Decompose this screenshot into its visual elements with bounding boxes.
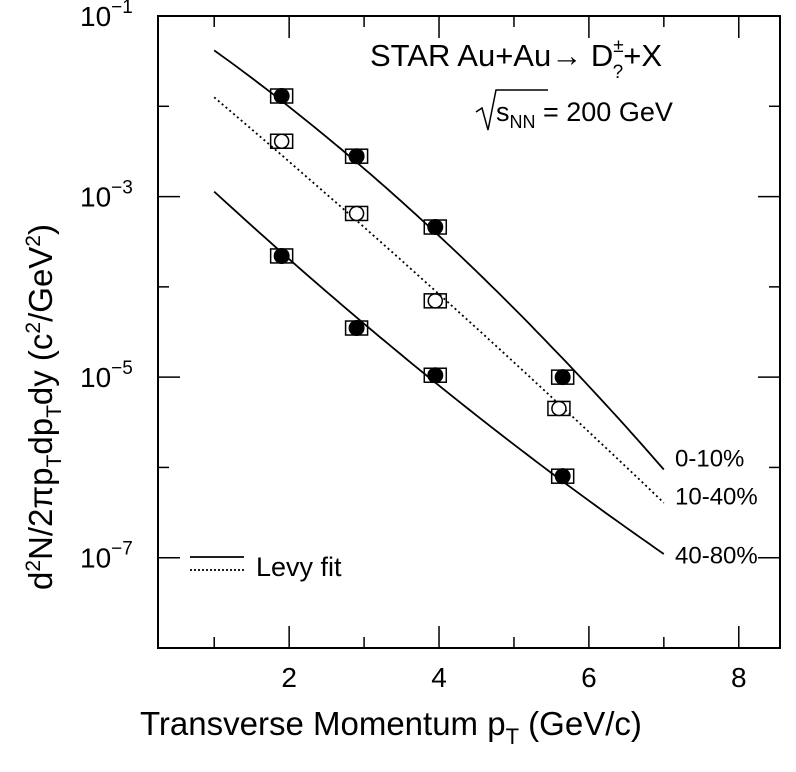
sqrt-s-symbol: s (496, 97, 510, 127)
y-tick-label: 10−1 (80, 0, 133, 32)
x-tick-label: 2 (281, 662, 297, 693)
data-point-filled (348, 320, 365, 337)
y-axis-title: d2N/2πpTdpTdy (c2/GeV2) (22, 224, 66, 590)
data-point-filled (427, 367, 444, 384)
fit-curves (213, 49, 665, 555)
sqrt-sign (475, 89, 548, 131)
data-point-filled (273, 247, 290, 264)
data-point-filled (427, 219, 444, 236)
data-point-filled (348, 148, 365, 165)
fit-curve-40-80% (213, 190, 665, 555)
data-points (269, 87, 575, 485)
x-tick-label: 8 (731, 662, 747, 693)
fit-curve-0-10% (213, 49, 665, 471)
data-point-filled (554, 369, 571, 386)
data-point-filled (273, 87, 290, 104)
data-point-filled (554, 468, 571, 485)
sqrt-s-value: = 200 GeV (536, 97, 673, 127)
data-point-open (551, 400, 567, 417)
svg-text:sNN = 200 GeV: sNN = 200 GeV (496, 97, 673, 132)
axis-ticks (158, 15, 780, 649)
y-tick-labels: 10−7 10−5 10−3 10−1 (80, 0, 133, 574)
data-point-open (348, 205, 365, 222)
y-tick-label: 10−3 (80, 178, 133, 213)
legend: Levy fit (190, 552, 342, 582)
y-tick-label: 10−7 (80, 539, 133, 574)
x-axis-title: Transverse Momentum pT (GeV/c) (140, 705, 642, 749)
data-point-open (427, 293, 444, 309)
series-label: 10-40% (675, 484, 758, 511)
series-labels: 0-10% 10-40% 40-80% (675, 445, 758, 569)
energy-annotation: sNN = 200 GeV (475, 89, 673, 132)
x-tick-labels: 2 4 6 8 (281, 662, 746, 693)
plot-frame (157, 15, 781, 649)
sqrt-s-subscript: NN (510, 112, 536, 132)
x-tick-label: 6 (581, 662, 597, 693)
x-tick-label: 4 (431, 662, 447, 693)
data-point-open (273, 133, 290, 149)
chart-title: STAR Au+Au→ D± ?+X (370, 36, 662, 83)
legend-label: Levy fit (256, 552, 342, 582)
y-tick-label: 10−5 (80, 358, 133, 393)
series-label: 0-10% (675, 445, 744, 472)
series-label: 40-80% (675, 543, 758, 570)
